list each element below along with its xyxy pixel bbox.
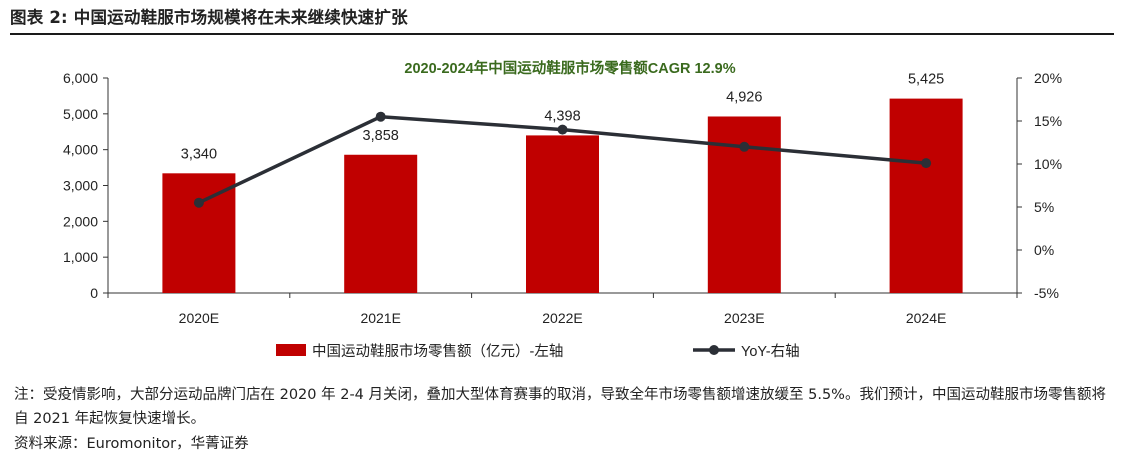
legend-line-label: YoY-右轴 [741, 343, 800, 360]
left-tick-label: 0 [90, 285, 98, 301]
left-tick-label: 3,000 [63, 178, 98, 194]
bar [162, 173, 236, 293]
right-tick-label: 5% [1034, 199, 1054, 215]
data-labels: 3,340 3,858 4,398 4,926 5,425 [181, 72, 944, 163]
footnote: 注：受疫情影响，大部分运动品牌门店在 2020 年 2-4 月关闭，叠加大型体育… [14, 387, 1106, 427]
bar-value-label: 5,425 [908, 72, 944, 88]
x-tick-label: 2023E [724, 310, 764, 326]
x-tick-label: 2024E [906, 310, 946, 326]
figure-title: 图表 2: 中国运动鞋服市场规模将在未来继续快速扩张 [10, 8, 408, 27]
yoy-point [557, 124, 568, 135]
legend-bar-swatch [276, 344, 306, 356]
left-tick-label: 4,000 [63, 142, 98, 158]
x-tick-label: 2021E [360, 310, 400, 326]
right-tick-label: 0% [1034, 242, 1054, 258]
legend-bar-label: 中国运动鞋服市场零售额（亿元）-左轴 [312, 343, 563, 360]
yoy-point [193, 197, 204, 208]
left-tick-label: 6,000 [63, 70, 98, 86]
right-tick-label: -5% [1034, 285, 1059, 301]
left-tick-label: 2,000 [63, 213, 98, 229]
line-series [193, 111, 932, 208]
axes: 0 1,000 2,000 3,000 4,000 5,000 6,000 -5% 0% 5% 10… [63, 70, 1062, 326]
right-tick-label: 20% [1034, 70, 1062, 86]
x-tick-label: 2022E [542, 310, 582, 326]
left-tick-label: 1,000 [63, 249, 98, 265]
left-tick-label: 5,000 [63, 106, 98, 122]
right-tick-label: 10% [1034, 156, 1062, 172]
bar [526, 135, 599, 293]
yoy-point [739, 141, 750, 152]
bar [889, 98, 963, 293]
source-note: 资料来源：Euromonitor，华菁证券 [14, 436, 249, 452]
bar-value-label: 4,398 [544, 108, 580, 124]
bar-value-label: 3,858 [363, 128, 399, 144]
right-tick-label: 15% [1034, 113, 1062, 129]
yoy-point [921, 158, 932, 169]
bar [344, 154, 418, 293]
title-divider [10, 33, 1114, 35]
legend: 中国运动鞋服市场零售额（亿元）-左轴 YoY-右轴 [276, 343, 800, 360]
yoy-point [375, 111, 386, 122]
legend-line-marker [709, 345, 719, 355]
x-tick-label: 2020E [179, 310, 219, 326]
bar-value-label: 4,926 [726, 89, 762, 105]
chart-title: 2020-2024年中国运动鞋服市场零售额CAGR 12.9% [404, 59, 735, 77]
bar-value-label: 3,340 [181, 146, 217, 162]
chart: 0 1,000 2,000 3,000 4,000 5,000 6,000 -5% 0% 5% 10… [63, 59, 1062, 360]
